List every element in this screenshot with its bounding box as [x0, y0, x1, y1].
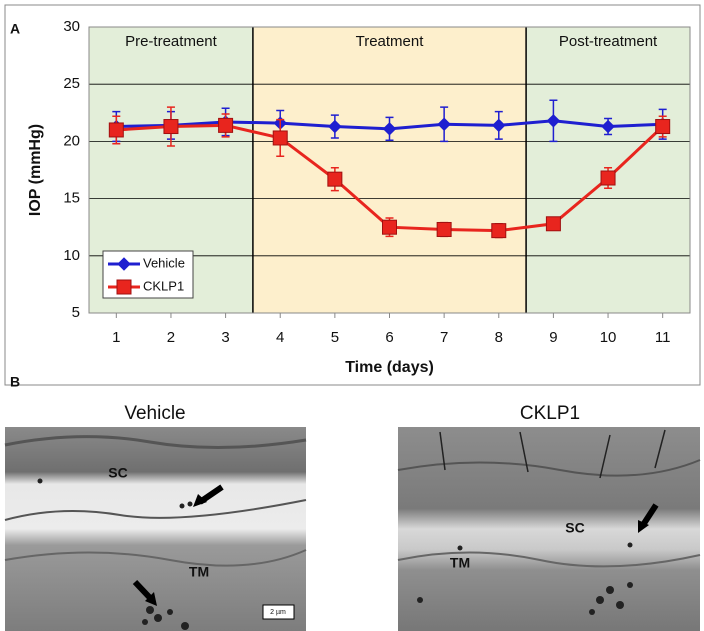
data-point: [491, 223, 507, 239]
panel-label: A: [10, 21, 20, 37]
data-point: [436, 221, 452, 237]
chart-frame: [4, 4, 701, 386]
x-tick-label: 10: [600, 329, 617, 346]
scale-bar-label: 2 µm: [270, 609, 286, 616]
data-point: [545, 216, 561, 232]
region-label: Post-treatment: [559, 33, 658, 50]
data-point: [382, 122, 397, 136]
x-tick-label: 5: [331, 329, 339, 346]
region-label: Treatment: [356, 33, 425, 50]
data-point: [328, 119, 342, 134]
y-axis-title: IOP (mmHg): [27, 124, 44, 216]
micrograph-label: TM: [450, 555, 470, 571]
data-point: [327, 171, 343, 187]
data-point: [163, 119, 179, 135]
x-tick-label: 4: [276, 329, 284, 346]
micrograph-title: Vehicle: [124, 403, 185, 424]
y-tick-label: 5: [72, 304, 80, 321]
data-point: [108, 122, 124, 138]
x-tick-label: 8: [495, 329, 503, 346]
micrograph: [4, 427, 307, 631]
legend-label: CKLP1: [143, 278, 184, 293]
micrograph-label: TM: [189, 564, 209, 580]
x-tick-label: 1: [112, 329, 120, 346]
data-point: [655, 119, 671, 135]
x-tick-label: 2: [167, 329, 175, 346]
region: [252, 27, 527, 313]
panel-label: B: [10, 374, 20, 390]
data-point: [546, 114, 561, 128]
micrograph: [397, 427, 701, 631]
y-tick-label: 15: [63, 190, 80, 207]
x-tick-label: 3: [221, 329, 229, 346]
region-label: Pre-treatment: [125, 33, 218, 50]
y-tick-label: 25: [63, 75, 80, 92]
legend-label: Vehicle: [143, 255, 185, 270]
y-tick-label: 10: [63, 247, 80, 264]
data-point: [382, 219, 397, 235]
x-tick-label: 7: [440, 329, 448, 346]
y-tick-label: 20: [63, 132, 80, 149]
legend-marker: [116, 279, 132, 295]
micrograph-title: CKLP1: [520, 403, 580, 424]
data-point: [601, 119, 615, 134]
micrograph-label: SC: [108, 465, 127, 481]
data-point: [437, 117, 451, 131]
data-point: [272, 130, 288, 146]
legend-marker: [117, 257, 131, 271]
data-point: [218, 117, 234, 133]
y-tick-label: 30: [63, 18, 80, 35]
x-tick-label: 6: [385, 329, 393, 346]
x-axis-title: Time (days): [345, 359, 434, 376]
x-tick-label: 11: [655, 329, 671, 346]
micrograph-label: SC: [565, 520, 584, 536]
x-tick-label: 9: [549, 329, 557, 346]
data-point: [492, 118, 506, 133]
data-point: [600, 170, 616, 186]
